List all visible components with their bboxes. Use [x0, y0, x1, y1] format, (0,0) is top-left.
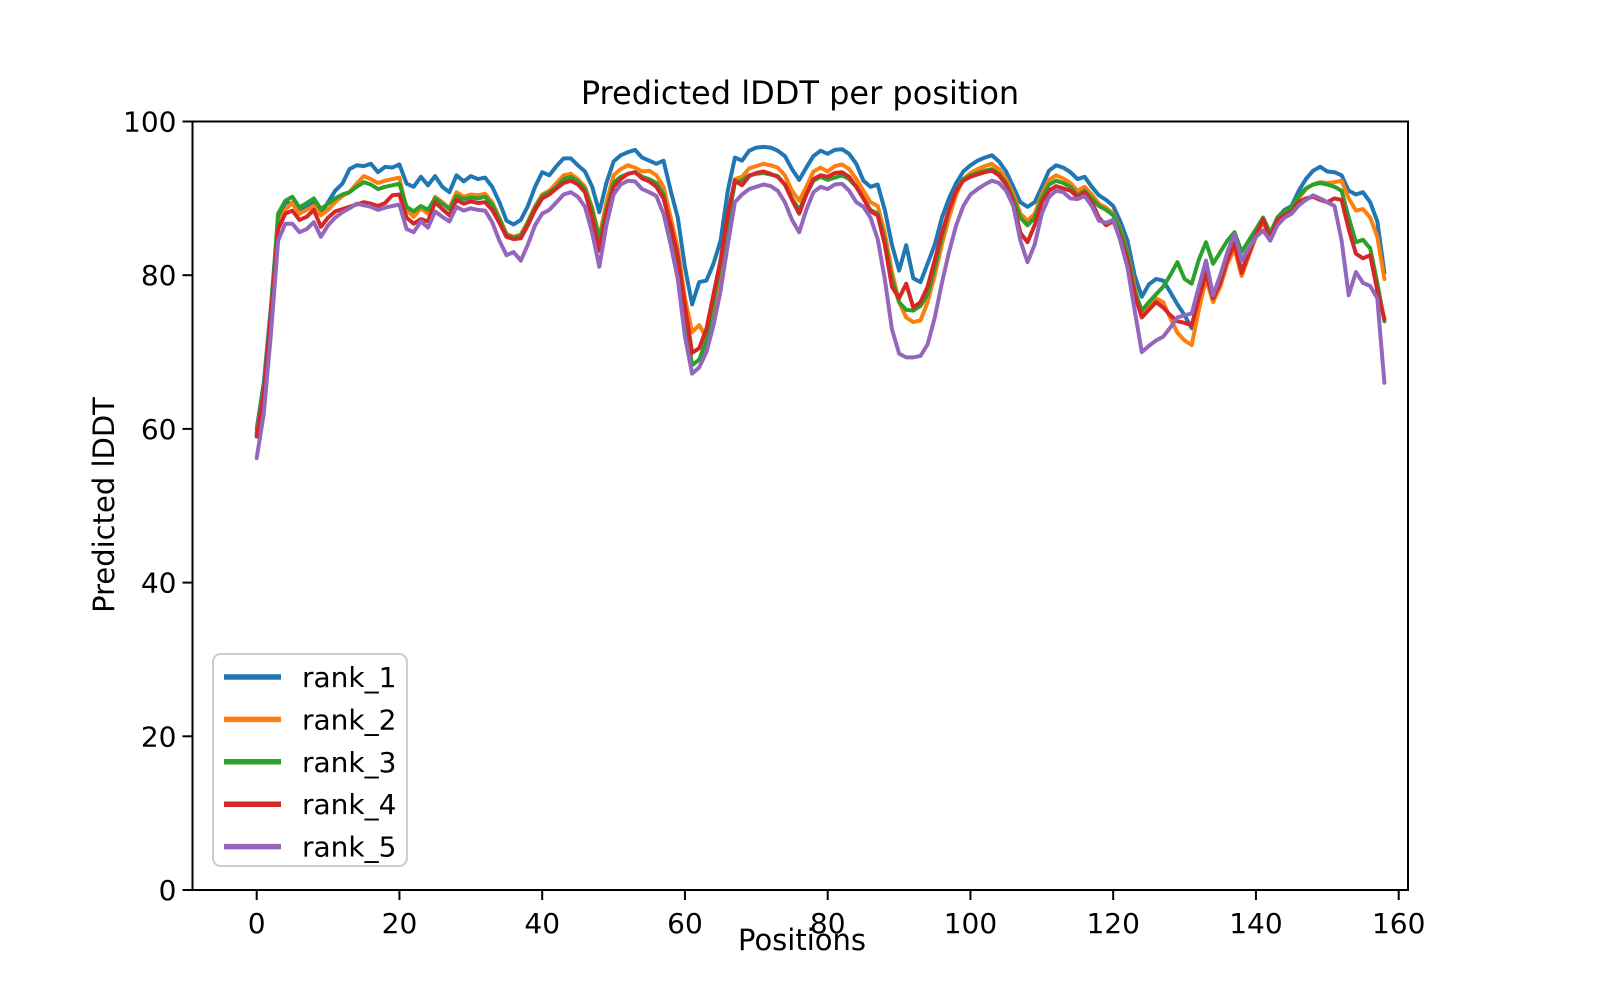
legend-box: [212, 653, 408, 867]
chart-title: Predicted lDDT per position: [580, 74, 1020, 112]
y-ticklabel-80: 80: [141, 259, 177, 292]
y-ticklabel-60: 60: [141, 413, 177, 446]
x-ticklabel-140: 140: [1229, 907, 1282, 940]
legend-label-rank_2: rank_2: [302, 703, 396, 736]
x-ticklabel-60: 60: [667, 907, 703, 940]
y-ticklabel-40: 40: [141, 567, 177, 600]
x-ticklabel-160: 160: [1372, 907, 1425, 940]
series-line-rank_5: [254, 178, 1387, 461]
y-ticklabel-0: 0: [159, 874, 177, 907]
legend-label-rank_4: rank_4: [302, 788, 396, 821]
y-ticklabel-20: 20: [141, 720, 177, 753]
x-ticklabel-80: 80: [810, 907, 846, 940]
y-ticklabel-100: 100: [123, 106, 176, 139]
x-ticklabel-40: 40: [524, 907, 560, 940]
x-ticklabel-120: 120: [1086, 907, 1139, 940]
x-ticklabel-100: 100: [944, 907, 997, 940]
series-line-rank_4: [254, 168, 1387, 439]
x-ticklabel-0: 0: [248, 907, 266, 940]
x-axis-label: Positions: [737, 923, 867, 957]
plot-spines: [191, 120, 1409, 891]
y-axis-label: Predicted lDDT: [87, 397, 121, 613]
legend-label-rank_1: rank_1: [302, 661, 396, 694]
legend-label-rank_3: rank_3: [302, 746, 396, 779]
legend-label-rank_5: rank_5: [302, 831, 396, 864]
x-ticklabel-20: 20: [382, 907, 418, 940]
